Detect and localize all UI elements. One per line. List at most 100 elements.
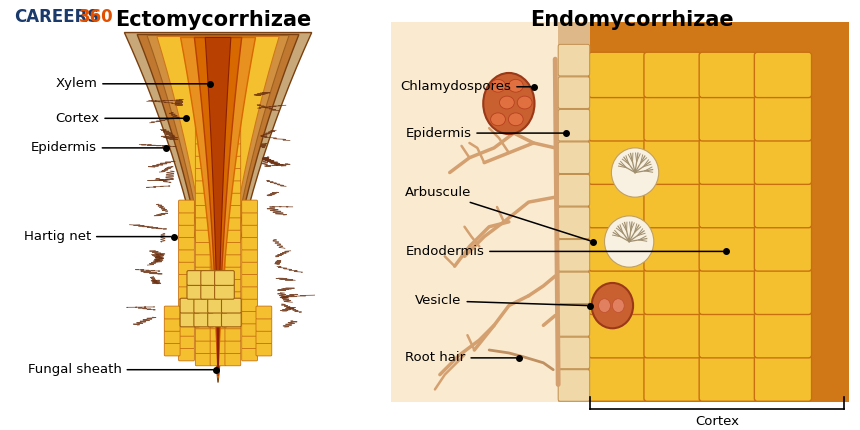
Text: CAREERS: CAREERS [14,8,100,26]
FancyBboxPatch shape [179,225,194,238]
FancyBboxPatch shape [179,237,194,250]
FancyBboxPatch shape [210,279,226,292]
FancyBboxPatch shape [195,230,212,243]
Polygon shape [157,37,280,378]
FancyBboxPatch shape [589,356,646,401]
FancyBboxPatch shape [195,304,212,316]
FancyBboxPatch shape [210,181,226,193]
Text: Xylem: Xylem [55,77,207,90]
FancyBboxPatch shape [195,205,212,218]
Text: Cortex: Cortex [695,415,739,428]
Ellipse shape [592,283,633,328]
FancyBboxPatch shape [558,272,590,304]
FancyBboxPatch shape [210,304,226,316]
FancyBboxPatch shape [210,131,226,144]
FancyBboxPatch shape [558,175,590,206]
FancyBboxPatch shape [242,299,257,312]
FancyBboxPatch shape [194,312,213,327]
FancyBboxPatch shape [210,119,226,132]
FancyBboxPatch shape [242,237,257,250]
FancyBboxPatch shape [195,94,212,107]
FancyBboxPatch shape [256,306,272,319]
FancyBboxPatch shape [225,292,241,304]
FancyBboxPatch shape [179,323,194,336]
Text: Fungal sheath: Fungal sheath [28,363,213,376]
FancyBboxPatch shape [256,343,272,356]
FancyBboxPatch shape [644,269,701,314]
FancyBboxPatch shape [754,182,812,228]
FancyBboxPatch shape [699,356,756,401]
FancyBboxPatch shape [179,274,194,287]
FancyBboxPatch shape [558,207,590,239]
FancyBboxPatch shape [194,298,213,313]
FancyBboxPatch shape [210,107,226,119]
FancyBboxPatch shape [558,337,590,369]
FancyBboxPatch shape [195,267,212,280]
FancyBboxPatch shape [699,313,756,358]
FancyBboxPatch shape [589,52,646,98]
FancyBboxPatch shape [180,298,200,313]
FancyBboxPatch shape [558,370,590,401]
FancyBboxPatch shape [222,298,241,313]
FancyBboxPatch shape [644,52,701,98]
FancyBboxPatch shape [754,95,812,141]
Polygon shape [206,37,230,370]
FancyBboxPatch shape [195,255,212,267]
FancyBboxPatch shape [699,139,756,184]
FancyBboxPatch shape [179,286,194,299]
Text: Endomycorrhizae: Endomycorrhizae [531,10,734,30]
FancyBboxPatch shape [242,212,257,225]
FancyBboxPatch shape [589,182,646,228]
FancyBboxPatch shape [558,109,590,141]
FancyBboxPatch shape [256,319,272,331]
Text: Epidermis: Epidermis [405,126,563,140]
FancyBboxPatch shape [180,312,200,327]
FancyBboxPatch shape [207,298,227,313]
FancyBboxPatch shape [210,292,226,304]
FancyBboxPatch shape [179,262,194,275]
FancyBboxPatch shape [164,319,180,331]
FancyBboxPatch shape [195,107,212,119]
FancyBboxPatch shape [179,336,194,348]
FancyBboxPatch shape [222,312,241,327]
FancyBboxPatch shape [699,182,756,228]
FancyBboxPatch shape [644,313,701,358]
Text: Vesicle: Vesicle [415,294,587,307]
FancyBboxPatch shape [164,331,180,344]
FancyBboxPatch shape [225,242,241,255]
Polygon shape [138,34,299,380]
FancyBboxPatch shape [754,226,812,271]
Text: Hartig net: Hartig net [24,230,171,243]
FancyBboxPatch shape [558,44,590,76]
FancyBboxPatch shape [210,242,226,255]
Ellipse shape [491,80,506,92]
FancyBboxPatch shape [589,313,646,358]
Bar [390,22,558,402]
FancyBboxPatch shape [589,139,646,184]
Polygon shape [125,33,311,383]
FancyBboxPatch shape [210,341,226,353]
FancyBboxPatch shape [179,200,194,213]
FancyBboxPatch shape [644,139,701,184]
FancyBboxPatch shape [200,270,220,286]
FancyBboxPatch shape [225,279,241,292]
FancyBboxPatch shape [754,269,812,314]
Ellipse shape [517,96,532,109]
Polygon shape [194,37,242,376]
Ellipse shape [599,299,611,313]
FancyBboxPatch shape [558,142,590,174]
FancyBboxPatch shape [225,267,241,280]
FancyBboxPatch shape [242,311,257,324]
FancyBboxPatch shape [195,156,212,169]
Text: Root hair: Root hair [405,351,516,364]
FancyBboxPatch shape [210,156,226,169]
FancyBboxPatch shape [644,95,701,141]
FancyBboxPatch shape [210,94,226,107]
Text: 360: 360 [79,8,114,26]
FancyBboxPatch shape [644,226,701,271]
FancyBboxPatch shape [225,131,241,144]
FancyBboxPatch shape [225,181,241,193]
FancyBboxPatch shape [195,193,212,206]
Text: Ectomycorrhizae: Ectomycorrhizae [115,10,311,30]
FancyBboxPatch shape [195,218,212,230]
